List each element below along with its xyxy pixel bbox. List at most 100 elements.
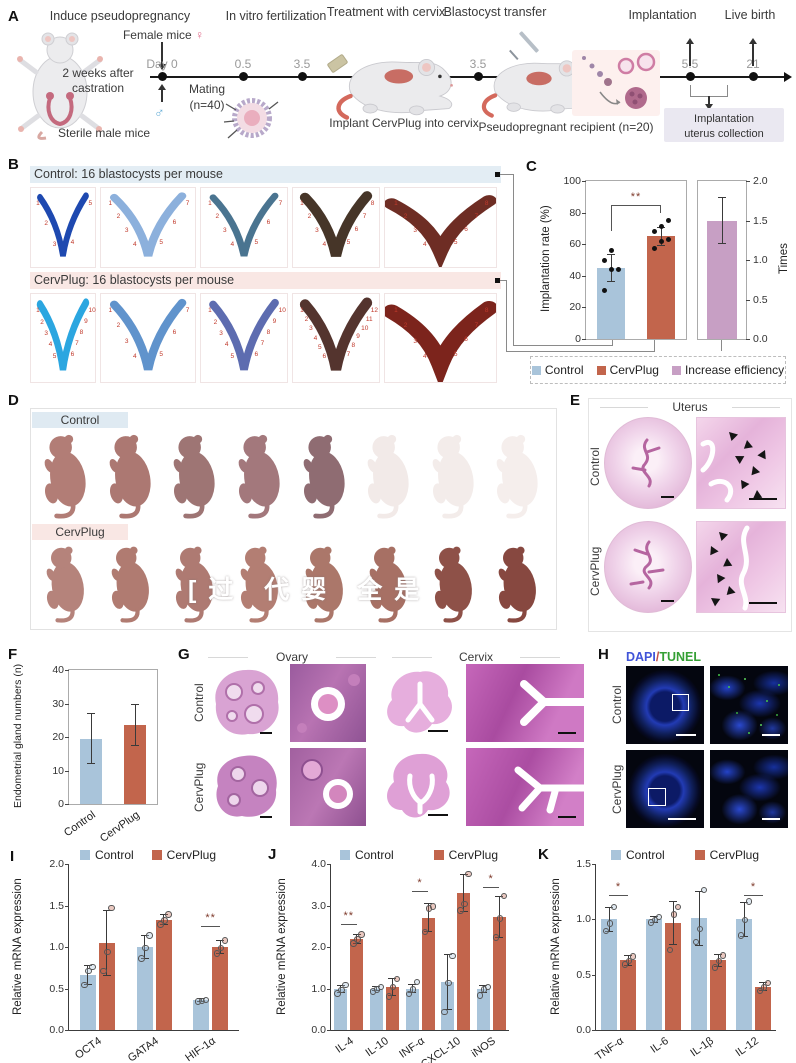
data-point — [764, 979, 771, 987]
e-cervplug-uterus-section — [604, 521, 692, 613]
implantation-site-number: 4 — [422, 240, 427, 248]
panel-e-box — [588, 398, 792, 632]
j-plot-area: 0.0 1.0 2.0 3.0 4.0 IL-4 IL-10 INF-α CXCL-10 iNOS… — [311, 858, 509, 1063]
y-tick-mark — [582, 339, 586, 340]
implantation-site-number: 4 — [70, 239, 75, 247]
control-swatch — [531, 365, 541, 375]
bar — [79, 975, 96, 1030]
implantation-site-number: 7 — [474, 212, 479, 220]
b-cervplug-header: CervPlug: 16 blastocysts per mouse — [30, 272, 501, 289]
implantation-site-number: 7 — [75, 340, 79, 348]
data-point — [165, 911, 172, 918]
implantation-site-number: 5 — [52, 352, 57, 360]
x-category-label: HIF-1α — [182, 1035, 218, 1063]
timeline-dot-05 — [239, 72, 248, 81]
data-point — [715, 957, 722, 965]
data-point — [496, 915, 504, 922]
implantation-site-number: 3 — [219, 329, 223, 337]
scale-bar — [749, 602, 777, 604]
i-legend-control-label: Control — [94, 848, 134, 862]
y-tick-mark — [65, 770, 69, 772]
data-point — [711, 964, 718, 971]
data-point — [655, 913, 662, 920]
castrated-mouse-illustration — [17, 32, 103, 140]
connector-line — [513, 174, 514, 346]
mouse-pup-illustration — [367, 434, 409, 519]
scale-bar — [661, 496, 674, 498]
mouse-pup-illustration — [46, 546, 84, 623]
implantation-site-number: 7 — [185, 307, 190, 315]
collection-arrow — [708, 96, 710, 106]
implantation-site-number: 4 — [132, 240, 137, 248]
male-arrowhead — [158, 84, 166, 90]
livebirth-arrow — [752, 44, 754, 66]
i-y-axis-title: Relative mRNA expression — [12, 878, 24, 1016]
implantation-arrowhead — [686, 38, 694, 44]
uterus-image: 1 2 3 4 5 — [30, 187, 96, 268]
y-tick-label: 2.0 — [753, 175, 768, 187]
female-icon: ♀ — [195, 28, 204, 42]
implantation-site-number: 6 — [172, 219, 177, 227]
castration-label: 2 weeks after castration — [62, 66, 134, 95]
implantation-site-number: 6 — [70, 351, 75, 359]
g-row-label-control: Control — [192, 683, 206, 723]
y-tick-label: 1.0 — [49, 941, 64, 953]
data-point — [377, 983, 385, 991]
data-point — [100, 967, 107, 975]
data-point — [217, 944, 225, 951]
male-arrow — [161, 88, 163, 102]
connector-line — [612, 339, 613, 346]
scale-bar — [260, 732, 272, 734]
female-mice-label: Female mice ♀ — [122, 28, 204, 42]
y-tick-mark — [327, 1030, 331, 1031]
data-point — [334, 990, 341, 997]
data-point — [449, 952, 456, 960]
collection-line1: Implantation — [694, 113, 754, 125]
c-right-axis-title: Times — [778, 243, 790, 275]
y-tick-label: 1.0 — [753, 254, 768, 266]
timeline-dot-35a — [298, 72, 307, 81]
significance-marker: * — [488, 872, 494, 885]
implantation-site-number: 1 — [208, 199, 212, 207]
mouse-pup-illustration — [499, 546, 537, 623]
implantation-site-number: 2 — [116, 322, 121, 330]
pup-image — [424, 432, 486, 520]
y-tick-label: 100 — [563, 175, 581, 187]
data-point — [405, 990, 412, 998]
implantation-site-number: 5 — [318, 343, 322, 351]
implantation-site-number: 12 — [370, 307, 378, 315]
y-tick-mark — [327, 988, 331, 990]
connector-line — [506, 351, 655, 352]
scale-bar — [428, 814, 448, 816]
implantation-site-number: 4 — [48, 341, 53, 349]
significance-marker: * — [615, 880, 622, 893]
implantation-site-number: 2 — [215, 213, 220, 221]
y-tick-label: 1.5 — [49, 899, 64, 912]
bar — [492, 917, 506, 1030]
pup-image — [101, 544, 163, 624]
scale-bar — [762, 734, 780, 736]
pup-image — [295, 544, 357, 624]
c-legend-increase: Increase efficiency — [671, 363, 784, 377]
implantation-site-number: 3 — [413, 227, 417, 235]
j-legend-control-label: Control — [354, 848, 394, 862]
bar — [457, 893, 471, 1030]
bar — [476, 989, 490, 1030]
stage-title-livebirth: Live birth — [724, 8, 776, 22]
pup-image — [359, 432, 421, 520]
pup-image — [165, 544, 227, 624]
implantation-site-number: 1 — [108, 199, 113, 207]
implantation-site-number: 2 — [403, 213, 408, 221]
dapi-label: DAPI — [626, 650, 656, 664]
x-category-label: GATA4 — [125, 1035, 161, 1063]
y-tick-mark — [592, 919, 596, 921]
pup-image — [488, 432, 550, 520]
implantation-site-number: 9 — [84, 318, 88, 326]
bar — [601, 919, 617, 1030]
y-tick-label: 0.0 — [753, 333, 768, 345]
slash: / — [655, 650, 660, 664]
e-rule-right — [732, 407, 780, 408]
data-point — [465, 870, 472, 878]
